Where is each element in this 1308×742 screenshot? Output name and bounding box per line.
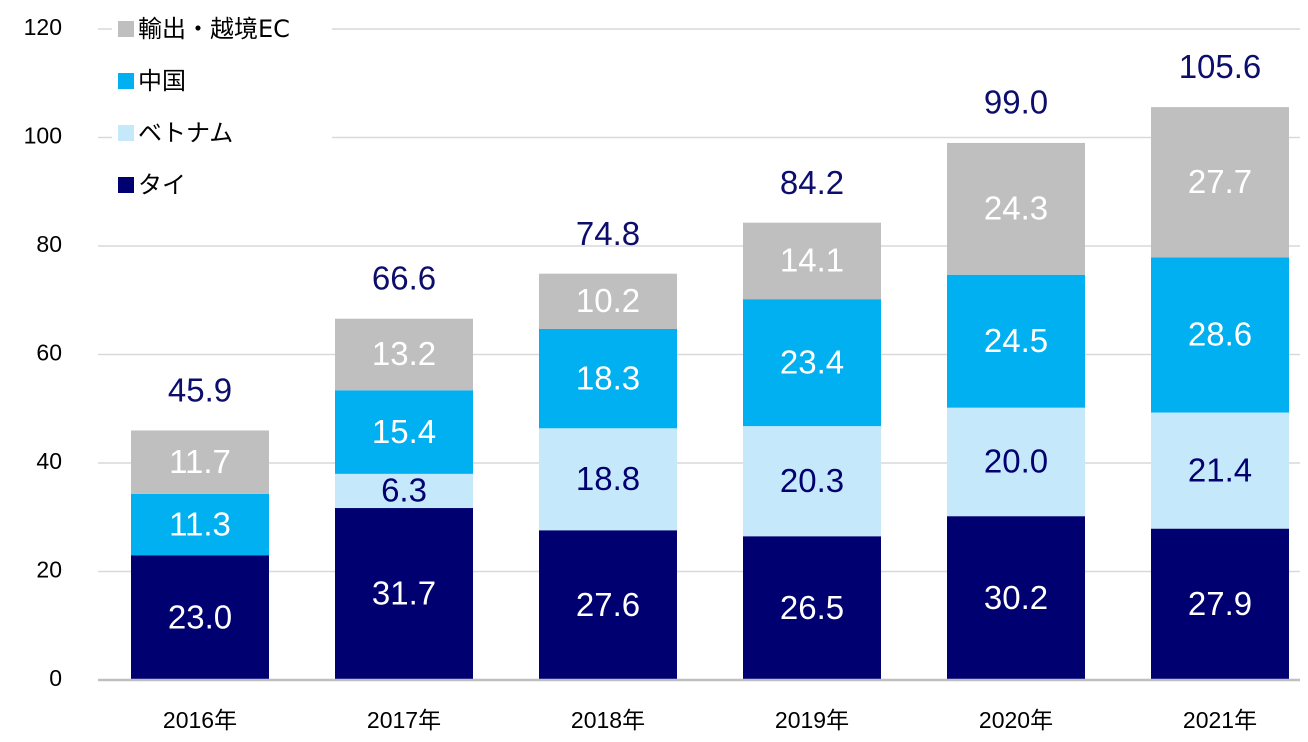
value-label: 20.3 <box>780 462 844 499</box>
x-tick-label: 2016年 <box>163 707 237 733</box>
legend-swatch <box>118 73 134 89</box>
legend-swatch <box>118 125 134 141</box>
value-label: 10.2 <box>576 282 640 319</box>
y-tick-label: 80 <box>36 231 62 257</box>
value-label: 26.5 <box>780 589 844 626</box>
y-tick-label: 100 <box>24 123 62 149</box>
y-tick-label: 20 <box>36 557 62 583</box>
legend-swatch <box>118 177 134 193</box>
bar-segment <box>743 426 881 537</box>
value-label: 20.0 <box>984 443 1048 480</box>
total-label: 74.8 <box>576 215 640 252</box>
legend-label: ベトナム <box>138 119 233 147</box>
total-label: 99.0 <box>984 84 1048 121</box>
value-label: 11.3 <box>169 505 231 542</box>
value-label: 27.6 <box>576 586 640 623</box>
total-label: 84.2 <box>780 164 844 201</box>
legend-label: 輸出・越境EC <box>138 15 290 43</box>
bar-segment <box>743 222 881 300</box>
y-tick-label: 60 <box>36 340 62 366</box>
value-label: 21.4 <box>1188 451 1252 488</box>
value-label: 24.5 <box>984 322 1048 359</box>
total-label: 45.9 <box>168 372 232 409</box>
bar-segment <box>947 516 1085 680</box>
bar-segment <box>539 329 677 429</box>
bar-segment <box>335 390 473 474</box>
bar-segment <box>947 407 1085 517</box>
bar-segment <box>539 428 677 531</box>
x-tick-label: 2018年 <box>571 707 645 733</box>
value-label: 27.9 <box>1188 585 1252 622</box>
bar-segment <box>947 142 1085 275</box>
y-tick-label: 40 <box>36 448 62 474</box>
value-label: 31.7 <box>372 575 436 612</box>
total-label: 66.6 <box>372 259 436 296</box>
value-label: 23.0 <box>168 598 232 635</box>
bar-segment <box>1151 412 1289 529</box>
value-label: 27.7 <box>1188 163 1252 200</box>
bar-segment <box>335 318 473 391</box>
bar-segment <box>539 530 677 680</box>
value-label: 30.2 <box>984 579 1048 616</box>
legend-background <box>112 10 332 205</box>
legend-label: 中国 <box>138 67 186 95</box>
x-tick-label: 2020年 <box>979 707 1053 733</box>
x-tick-label: 2019年 <box>775 707 849 733</box>
value-label: 28.6 <box>1188 316 1252 353</box>
value-label: 6.3 <box>381 472 427 509</box>
bar-segment <box>131 430 269 494</box>
bar-segment <box>539 273 677 330</box>
bar-segment <box>335 508 473 680</box>
legend-label: タイ <box>138 171 186 199</box>
x-tick-label: 2017年 <box>367 707 441 733</box>
bar-segment <box>1151 107 1289 258</box>
bar-segment <box>335 473 473 509</box>
value-label: 13.2 <box>372 335 436 372</box>
bar-segment <box>131 555 269 680</box>
value-label: 11.7 <box>169 443 231 480</box>
bar-segment <box>947 274 1085 408</box>
x-tick-label: 2021年 <box>1183 707 1257 733</box>
value-label: 15.4 <box>372 413 436 450</box>
value-label: 24.3 <box>984 190 1048 227</box>
bar-segment <box>743 299 881 427</box>
value-label: 23.4 <box>780 343 844 380</box>
bar-segment <box>131 493 269 556</box>
value-label: 14.1 <box>780 242 844 279</box>
legend-swatch <box>118 21 134 37</box>
y-tick-label: 120 <box>24 14 62 40</box>
bar-segment <box>743 536 881 680</box>
value-label: 18.3 <box>576 359 640 396</box>
y-tick-label: 0 <box>49 665 62 691</box>
bar-segment <box>1151 528 1289 680</box>
total-label: 105.6 <box>1179 48 1262 85</box>
bar-segment <box>1151 257 1289 413</box>
value-label: 18.8 <box>576 460 640 497</box>
